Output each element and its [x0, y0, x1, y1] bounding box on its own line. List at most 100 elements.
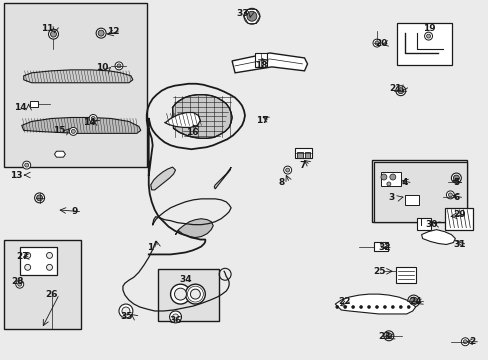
- Circle shape: [374, 41, 378, 45]
- Text: 32: 32: [378, 243, 390, 252]
- Text: 25: 25: [373, 267, 386, 276]
- Circle shape: [335, 306, 338, 309]
- Text: 5: 5: [452, 179, 459, 188]
- Text: 28: 28: [12, 277, 24, 286]
- Circle shape: [380, 243, 386, 248]
- Circle shape: [244, 8, 259, 24]
- Polygon shape: [421, 230, 454, 244]
- Circle shape: [424, 32, 432, 40]
- Circle shape: [383, 331, 393, 341]
- Bar: [20, 247, 57, 275]
- Polygon shape: [164, 113, 200, 127]
- Circle shape: [351, 306, 354, 309]
- Text: 29: 29: [452, 210, 465, 219]
- Circle shape: [372, 39, 380, 47]
- Circle shape: [359, 306, 362, 309]
- Polygon shape: [172, 95, 232, 138]
- Circle shape: [450, 173, 460, 183]
- Circle shape: [462, 340, 467, 344]
- Text: 23: 23: [378, 332, 390, 341]
- Bar: [396, 23, 451, 65]
- Text: 20: 20: [375, 39, 387, 48]
- Circle shape: [375, 306, 378, 309]
- Circle shape: [380, 174, 386, 180]
- Circle shape: [343, 306, 346, 309]
- Circle shape: [46, 264, 52, 270]
- Text: 4: 4: [401, 179, 407, 188]
- Text: 36: 36: [169, 316, 182, 325]
- Circle shape: [172, 314, 178, 320]
- Text: 22: 22: [337, 297, 350, 306]
- Circle shape: [283, 166, 291, 174]
- Circle shape: [386, 182, 390, 186]
- Circle shape: [383, 306, 386, 309]
- Bar: [404, 195, 418, 205]
- Text: 27: 27: [17, 252, 29, 261]
- Circle shape: [48, 29, 59, 39]
- Circle shape: [397, 88, 403, 94]
- Bar: [4, 3, 146, 167]
- Text: 7: 7: [299, 161, 305, 170]
- Text: 34: 34: [179, 275, 191, 284]
- Bar: [395, 267, 415, 283]
- Text: 2: 2: [468, 337, 474, 346]
- Text: 6: 6: [452, 193, 459, 202]
- Bar: [157, 269, 219, 321]
- Bar: [254, 53, 266, 67]
- Text: 11: 11: [41, 24, 54, 33]
- Circle shape: [46, 252, 52, 258]
- Circle shape: [389, 174, 395, 180]
- Text: 31: 31: [452, 240, 465, 249]
- Circle shape: [25, 163, 29, 167]
- Circle shape: [18, 282, 21, 286]
- Text: 12: 12: [106, 27, 119, 36]
- Circle shape: [452, 175, 458, 181]
- Circle shape: [115, 62, 122, 70]
- Circle shape: [174, 288, 186, 300]
- Text: 1: 1: [146, 243, 153, 252]
- Bar: [373, 162, 467, 222]
- Polygon shape: [232, 53, 307, 73]
- Circle shape: [399, 306, 402, 309]
- Bar: [294, 148, 312, 158]
- Text: 30: 30: [425, 220, 437, 229]
- Text: 16: 16: [186, 128, 198, 137]
- Circle shape: [385, 333, 391, 339]
- Circle shape: [122, 307, 130, 315]
- Text: 35: 35: [121, 312, 133, 321]
- Text: 14: 14: [83, 118, 95, 127]
- Circle shape: [22, 161, 31, 169]
- Polygon shape: [214, 167, 231, 189]
- Circle shape: [170, 284, 190, 304]
- Text: 13: 13: [11, 171, 23, 180]
- Bar: [4, 239, 81, 329]
- Polygon shape: [150, 167, 175, 190]
- Text: 10: 10: [96, 63, 108, 72]
- Bar: [380, 172, 400, 186]
- Text: 9: 9: [71, 207, 78, 216]
- Circle shape: [447, 193, 451, 197]
- Polygon shape: [54, 151, 65, 157]
- Circle shape: [117, 64, 121, 68]
- Circle shape: [50, 31, 56, 37]
- Circle shape: [35, 193, 44, 203]
- Circle shape: [407, 306, 409, 309]
- Circle shape: [25, 264, 31, 270]
- Circle shape: [446, 191, 453, 199]
- Circle shape: [25, 252, 31, 258]
- Bar: [296, 152, 302, 158]
- Text: 24: 24: [408, 297, 421, 306]
- Circle shape: [119, 304, 133, 318]
- Circle shape: [185, 284, 205, 304]
- Circle shape: [246, 11, 256, 21]
- Bar: [371, 160, 467, 222]
- Bar: [304, 152, 310, 158]
- Circle shape: [407, 295, 419, 307]
- Polygon shape: [24, 70, 133, 83]
- Text: 8: 8: [278, 179, 284, 188]
- Circle shape: [91, 117, 95, 121]
- Circle shape: [409, 297, 417, 305]
- Text: 17: 17: [255, 116, 267, 125]
- Circle shape: [190, 289, 200, 299]
- Bar: [416, 218, 429, 230]
